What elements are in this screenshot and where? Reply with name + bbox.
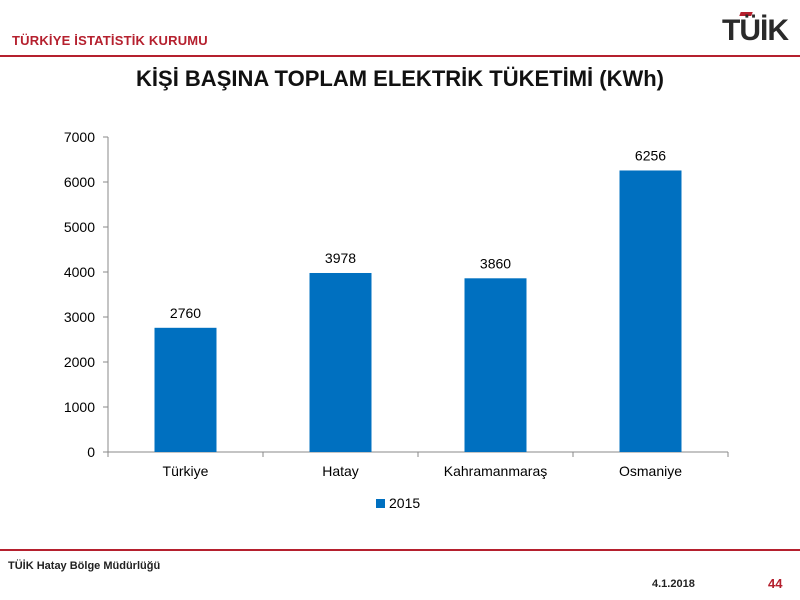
org-name: TÜRKİYE İSTATİSTİK KURUMU	[12, 33, 208, 48]
y-tick-label: 4000	[64, 264, 95, 280]
page-number: 44	[768, 576, 783, 591]
bar-value-label: 3860	[480, 255, 511, 271]
y-tick-label: 7000	[64, 129, 95, 145]
bar	[464, 278, 527, 452]
footer-divider	[0, 549, 800, 551]
y-tick-label: 6000	[64, 174, 95, 190]
bar	[619, 170, 682, 453]
bar-value-label: 6256	[635, 147, 666, 163]
legend-swatch	[376, 499, 385, 508]
y-tick-label: 3000	[64, 309, 95, 325]
legend-label: 2015	[389, 495, 420, 511]
y-tick-label: 5000	[64, 219, 95, 235]
y-tick-label: 1000	[64, 399, 95, 415]
bar-value-label: 3978	[325, 250, 356, 266]
x-tick-label: Türkiye	[163, 463, 209, 479]
footer-date: 4.1.2018	[652, 578, 695, 590]
tuik-logo: TÜİK	[722, 14, 789, 47]
header-divider	[0, 55, 800, 57]
slide-title: KİŞİ BAŞINA TOPLAM ELEKTRİK TÜKETİMİ (KW…	[136, 66, 664, 91]
y-tick-label: 2000	[64, 354, 95, 370]
bar-value-label: 2760	[170, 305, 201, 321]
bar	[154, 327, 217, 452]
bar-chart: 0 1000 2000 3000 4000 5000 6000 7000 2760 Türkiye…	[64, 129, 729, 511]
x-tick-label: Hatay	[322, 463, 359, 479]
x-tick-label: Kahramanmaraş	[444, 463, 548, 479]
x-tick-label: Osmaniye	[619, 463, 682, 479]
footer-org-name: TÜİK Hatay Bölge Müdürlüğü	[8, 560, 161, 572]
bar	[309, 272, 372, 452]
y-tick-label: 0	[87, 444, 95, 460]
